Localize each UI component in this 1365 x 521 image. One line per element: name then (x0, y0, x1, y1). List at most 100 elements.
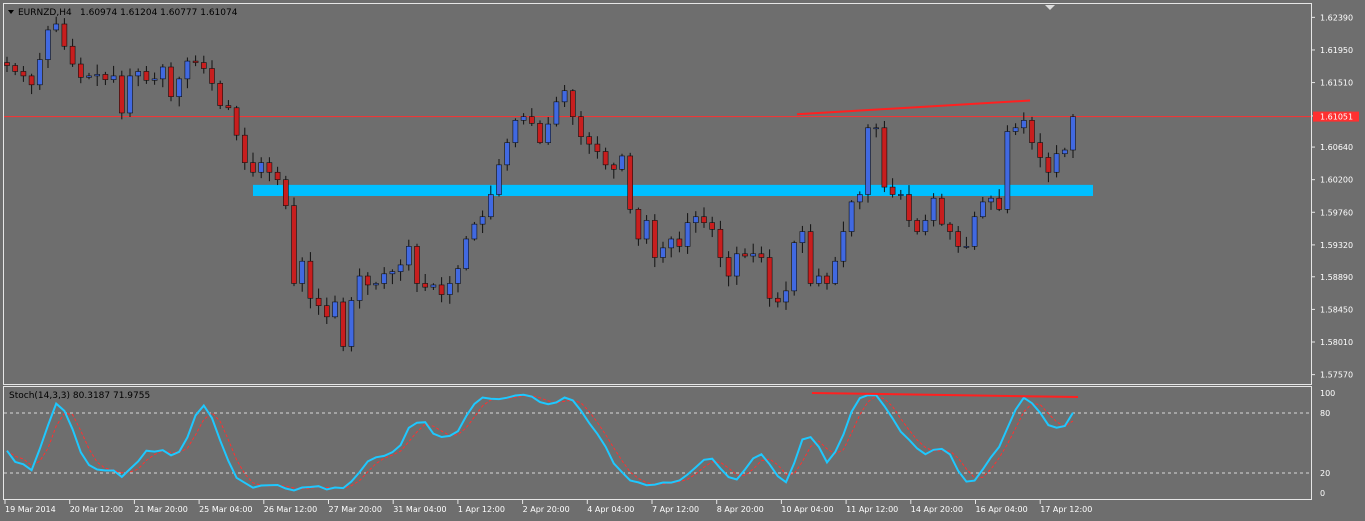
candle (135, 68, 141, 87)
time-tick-label: 8 Apr 20:00 (717, 505, 764, 514)
resistance-trendline-layer (796, 99, 1031, 116)
bear-candle-body (742, 253, 748, 257)
bear-candle-body (266, 162, 273, 173)
candle (725, 251, 732, 287)
candle (569, 89, 576, 125)
bear-candle-body (586, 136, 593, 145)
bear-candle-body (996, 197, 1003, 210)
candle (119, 70, 125, 120)
bull-candle-body (86, 75, 92, 78)
bear-candle-body (209, 68, 215, 84)
candle (520, 113, 527, 125)
bull-candle-body (963, 246, 970, 248)
bull-candle-body (1053, 153, 1060, 173)
candle (528, 108, 535, 127)
candle (610, 162, 617, 179)
candle (69, 38, 76, 67)
candle (840, 221, 847, 268)
time-tick-label: 25 Mar 04:00 (199, 505, 252, 514)
candle (28, 73, 35, 95)
candle (168, 62, 174, 102)
bear-candle-body (242, 134, 248, 163)
candle (348, 297, 355, 352)
candle (86, 72, 92, 80)
stochastic-axis: 100 80 20 0 (1320, 389, 1335, 498)
bull-candle-body (463, 238, 470, 269)
candle (553, 96, 560, 127)
candle (1053, 145, 1060, 178)
ohlc-values-label: 1.60974 1.61204 1.60777 1.61074 (80, 8, 238, 18)
bear-candle-body (282, 179, 289, 206)
candle (151, 72, 158, 85)
candle (824, 272, 830, 290)
bull-candle-body (922, 220, 929, 232)
candle (701, 207, 707, 228)
bear-candle-body (651, 220, 658, 258)
candle (1045, 152, 1052, 183)
candle (709, 216, 716, 238)
bear-candle-body (725, 257, 732, 277)
candle (471, 221, 478, 241)
resistance-trendline (796, 99, 1031, 116)
candle (373, 281, 379, 290)
candle (1029, 116, 1035, 150)
price-axis: 1.623901.619501.615101.610601.606401.602… (1311, 13, 1359, 380)
bull-candle-body (487, 194, 494, 218)
price-panel[interactable]: 1.623901.619501.615101.610601.606401.602… (3, 3, 1360, 385)
bear-candle-body (102, 74, 109, 80)
bull-candle-body (848, 201, 855, 232)
stochastic-main-line (6, 393, 1074, 492)
candle (643, 215, 650, 244)
bull-candle-body (692, 216, 699, 223)
candle (848, 200, 855, 237)
candle (783, 281, 789, 310)
bear-candle-body (709, 222, 716, 230)
candle (20, 66, 27, 82)
candle (192, 55, 199, 67)
bull-candle-body (127, 75, 133, 114)
candle (225, 100, 232, 111)
stochastic-trendline (811, 392, 1079, 398)
time-tick-label: 16 Apr 04:00 (976, 505, 1028, 514)
bear-candle-body (78, 63, 84, 78)
price-tick-label: 1.57570 (1320, 371, 1353, 380)
bull-candle-body (840, 231, 847, 262)
bull-candle-body (512, 120, 519, 143)
bear-candle-body (906, 194, 912, 221)
bear-candle-body (69, 45, 76, 65)
bear-candle-body (701, 216, 707, 223)
candle (274, 166, 281, 186)
current-price-tag (1313, 111, 1359, 122)
bear-candle-body (323, 305, 330, 318)
time-tick-label: 17 Apr 12:00 (1040, 505, 1092, 514)
bull-candle-body (1062, 149, 1068, 155)
candle (53, 16, 60, 33)
candle (635, 207, 642, 246)
bull-candle-body (45, 29, 51, 60)
candle (94, 64, 100, 87)
candle (332, 295, 338, 319)
candle (668, 236, 675, 258)
bear-candle-body (119, 75, 125, 114)
bull-candle-body (979, 201, 986, 218)
stochastic-panel[interactable]: 100 80 20 0 Stoch(14,3,3) 80.3187 71.9755 (3, 386, 1336, 500)
symbol-dropdown-icon[interactable] (8, 10, 14, 14)
candle (660, 241, 666, 263)
candle (12, 63, 18, 76)
candle (397, 259, 404, 281)
bear-candle-body (1037, 142, 1043, 158)
bear-candle-body (422, 283, 429, 288)
bull-candle-body (299, 260, 306, 284)
bull-candle-body (856, 194, 863, 203)
candle (799, 225, 806, 253)
bear-candle-body (914, 220, 921, 232)
candle (922, 214, 929, 236)
time-tick-label: 7 Apr 12:00 (652, 505, 699, 514)
candle (692, 211, 699, 233)
candle (774, 292, 781, 308)
bear-candle-body (602, 151, 609, 166)
candle (930, 193, 937, 227)
chart-shift-marker-icon[interactable] (1045, 5, 1055, 10)
candle (356, 268, 363, 309)
